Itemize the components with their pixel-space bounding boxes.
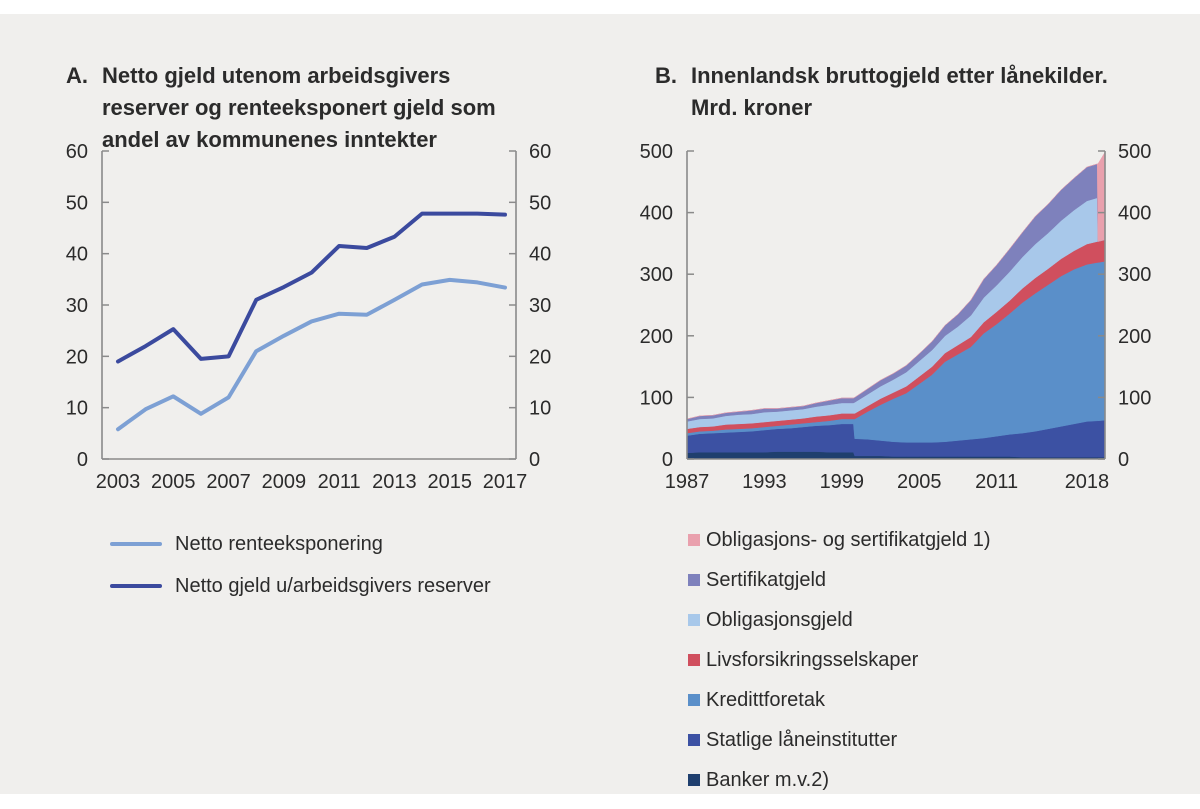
y-axis-label-left: 30: [66, 295, 88, 317]
x-axis-label: 1999: [820, 471, 865, 493]
area-series: [686, 197, 1106, 430]
chart-b-title: B. Innenlandsk bruttogjeld etter lånekil…: [655, 60, 1151, 124]
legend-label: Sertifikatgjeld: [706, 568, 827, 591]
chart-b-title-text: Innenlandsk bruttogjeld etter lånekilder…: [691, 63, 1108, 120]
chart-a-label: A.: [66, 63, 88, 88]
line-series: [116, 277, 507, 432]
y-axis-label-left: 40: [66, 244, 88, 266]
y-axis-label-right: 200: [1118, 326, 1151, 348]
legend-label: Obligasjonsgjeld: [706, 608, 853, 631]
x-axis-label: 2009: [262, 471, 307, 493]
chart-b-legend: Obligasjons- og sertifikatgjeld 1) Sertif…: [688, 520, 991, 800]
x-axis-label: 2011: [318, 471, 361, 493]
legend-line-swatch: [110, 584, 162, 588]
y-axis-label-right: 0: [529, 449, 540, 471]
x-axis-label: 1987: [665, 471, 710, 493]
legend-square-swatch: [688, 654, 700, 666]
legend-label: Banker m.v.2): [706, 768, 829, 791]
legend-item: Obligasjonsgjeld: [688, 600, 991, 640]
y-axis-label-right: 500: [1118, 141, 1151, 163]
y-axis-label-left: 100: [640, 387, 673, 409]
y-axis-label-left: 200: [640, 326, 673, 348]
y-axis-label-left: 300: [640, 264, 673, 286]
y-axis-label-left: 50: [66, 192, 88, 214]
legend-square-swatch: [688, 614, 700, 626]
x-axis-label: 2005: [151, 471, 196, 493]
y-axis-label-left: 0: [77, 449, 88, 471]
legend-item: Kredittforetak: [688, 680, 991, 720]
legend-label: Obligasjons- og sertifikatgjeld 1): [706, 528, 991, 551]
y-axis-label-right: 40: [529, 244, 551, 266]
legend-square-swatch: [688, 734, 700, 746]
area-series: [686, 151, 1106, 420]
x-axis-label: 2003: [96, 471, 141, 493]
y-axis-label-right: 0: [1118, 449, 1129, 471]
y-axis-label-left: 500: [640, 141, 673, 163]
x-axis-label: 2011: [975, 471, 1018, 493]
area-series: [686, 163, 1106, 422]
x-axis-label: 2018: [1065, 471, 1110, 493]
legend-line-swatch: [110, 542, 162, 546]
x-axis-label: 2015: [427, 471, 472, 493]
x-axis-label: 2017: [483, 471, 528, 493]
legend-item: Obligasjons- og sertifikatgjeld 1): [688, 520, 991, 560]
y-axis-label-right: 400: [1118, 203, 1151, 225]
legend-square-swatch: [688, 534, 700, 546]
y-axis-label-right: 100: [1118, 387, 1151, 409]
legend-square-swatch: [688, 774, 700, 786]
y-axis-label-right: 30: [529, 295, 551, 317]
area-series: [686, 239, 1106, 434]
x-axis-label: 1993: [742, 471, 787, 493]
x-axis-label: 2007: [206, 471, 251, 493]
y-axis-label-left: 400: [640, 203, 673, 225]
area-series: [686, 451, 1106, 460]
y-axis-label-right: 50: [529, 192, 551, 214]
y-axis-label-left: 0: [662, 449, 673, 471]
figure-panel: A. Netto gjeld utenom arbeidsgivers rese…: [0, 14, 1200, 794]
y-axis-label-right: 60: [529, 141, 551, 163]
y-axis-label-right: 20: [529, 346, 551, 368]
legend-item: Netto renteeksponering: [110, 523, 491, 565]
legend-label: Netto renteeksponering: [175, 532, 383, 555]
legend-square-swatch: [688, 574, 700, 586]
chart-a-title-text: Netto gjeld utenom arbeidsgivers reserve…: [102, 63, 496, 152]
chart-a-title: A. Netto gjeld utenom arbeidsgivers rese…: [66, 60, 512, 156]
legend-label: Kredittforetak: [706, 688, 825, 711]
line-series: [116, 211, 507, 364]
x-axis-label: 2005: [897, 471, 942, 493]
chart-a-legend: Netto renteeksponering Netto gjeld u/arbe…: [110, 523, 491, 607]
y-axis-label-right: 10: [529, 398, 551, 420]
legend-item: Banker m.v.2): [688, 760, 991, 800]
area-series: [686, 419, 1106, 458]
legend-label: Netto gjeld u/arbeidsgivers reserver: [175, 574, 491, 597]
area-series: [686, 260, 1106, 443]
legend-label: Livsforsikringsselskaper: [706, 648, 919, 671]
legend-item: Sertifikatgjeld: [688, 560, 991, 600]
y-axis-label-left: 20: [66, 346, 88, 368]
legend-square-swatch: [688, 694, 700, 706]
legend-item: Statlige låneinstitutter: [688, 720, 991, 760]
legend-item: Netto gjeld u/arbeidsgivers reserver: [110, 565, 491, 607]
y-axis-label-right: 300: [1118, 264, 1151, 286]
legend-label: Statlige låneinstitutter: [706, 728, 898, 751]
legend-item: Livsforsikringsselskaper: [688, 640, 991, 680]
chart-b-label: B.: [655, 63, 677, 88]
y-axis-label-left: 10: [66, 398, 88, 420]
x-axis-label: 2013: [372, 471, 417, 493]
